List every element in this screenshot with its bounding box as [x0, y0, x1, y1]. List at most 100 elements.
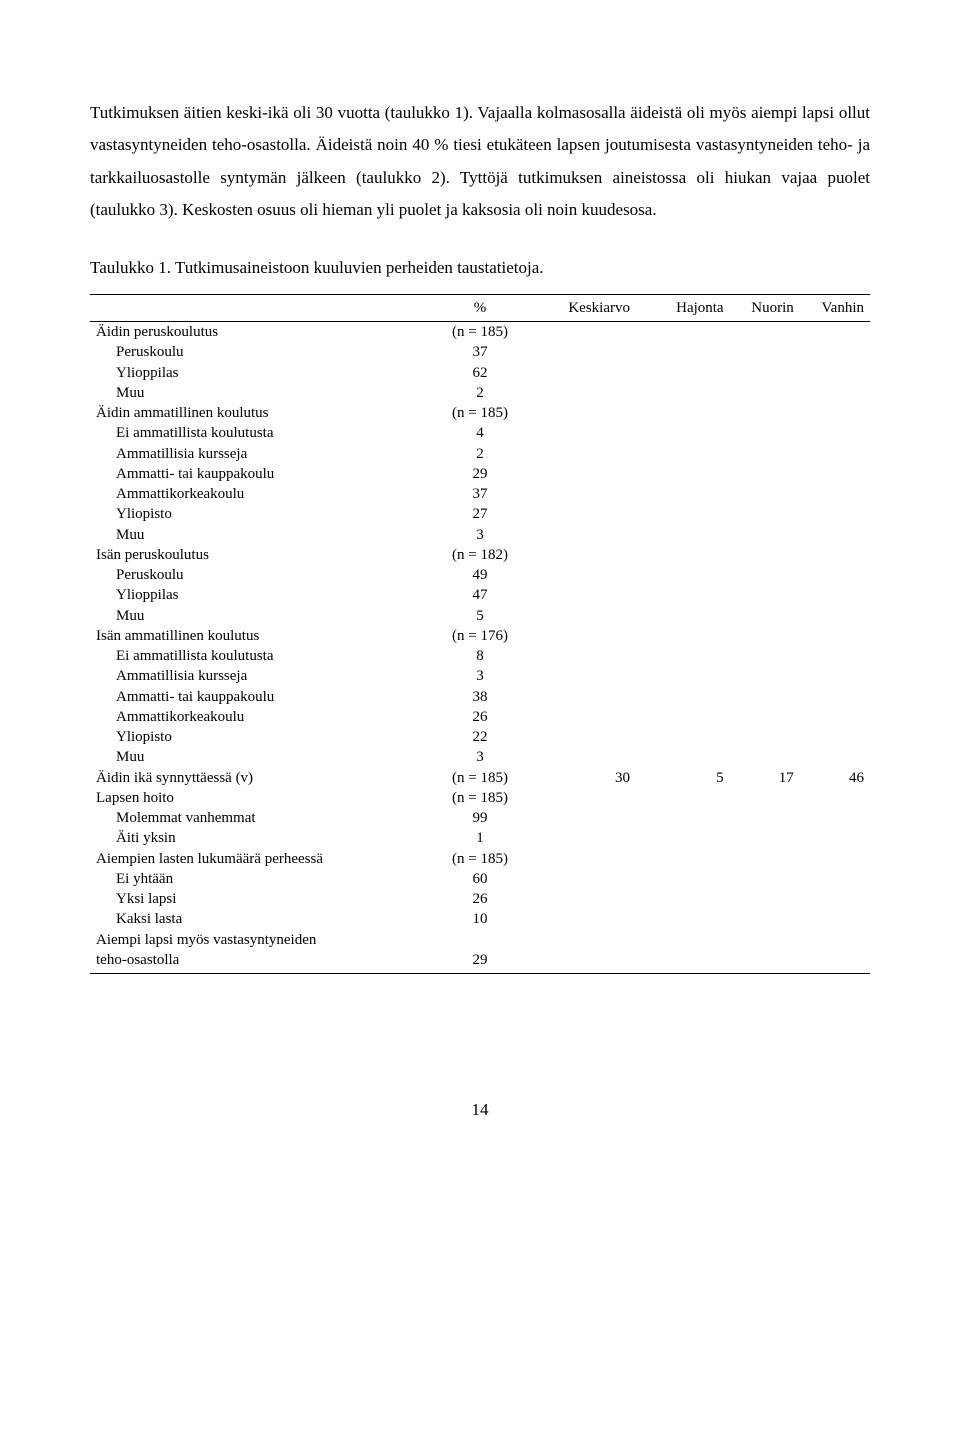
table-row: Ei ammatillista koulutusta8	[90, 646, 870, 666]
cell-mean	[542, 545, 636, 565]
cell-sd	[636, 484, 730, 504]
cell-sd	[636, 849, 730, 869]
cell-min	[730, 646, 800, 666]
cell-mean	[542, 950, 636, 974]
cell-min	[730, 545, 800, 565]
row-label: Äidin ammatillinen koulutus	[90, 403, 418, 423]
table-row: Ylioppilas47	[90, 585, 870, 605]
row-label: Aiempien lasten lukumäärä perheessä	[90, 849, 418, 869]
table-body: Äidin peruskoulutus(n = 185)Peruskoulu37…	[90, 322, 870, 974]
row-label: Ammatillisia kursseja	[90, 444, 418, 464]
cell-min	[730, 322, 800, 343]
col-sd: Hajonta	[636, 294, 730, 321]
cell-mean	[542, 788, 636, 808]
cell-sd	[636, 565, 730, 585]
cell-sd	[636, 808, 730, 828]
table-row: Yliopisto27	[90, 504, 870, 524]
row-label: Yliopisto	[90, 727, 418, 747]
cell-max	[800, 828, 870, 848]
cell-mean	[542, 889, 636, 909]
table-row: Yksi lapsi26	[90, 889, 870, 909]
cell-max	[800, 444, 870, 464]
cell-min	[730, 747, 800, 767]
row-label: Isän ammatillinen koulutus	[90, 626, 418, 646]
row-label: Molemmat vanhemmat	[90, 808, 418, 828]
cell-mean	[542, 727, 636, 747]
cell-pct: 5	[418, 606, 543, 626]
cell-pct: (n = 185)	[418, 788, 543, 808]
cell-sd	[636, 788, 730, 808]
table-row: Ammatti- tai kauppakoulu38	[90, 687, 870, 707]
cell-max	[800, 525, 870, 545]
cell-pct: 29	[418, 950, 543, 974]
cell-max	[800, 585, 870, 605]
row-label: Peruskoulu	[90, 342, 418, 362]
table-row: Muu5	[90, 606, 870, 626]
row-label: Yksi lapsi	[90, 889, 418, 909]
cell-sd	[636, 444, 730, 464]
cell-sd	[636, 322, 730, 343]
col-pct: %	[418, 294, 543, 321]
row-label: teho-osastolla	[90, 950, 418, 974]
cell-pct: 62	[418, 363, 543, 383]
col-mean: Keskiarvo	[542, 294, 636, 321]
row-label: Äidin ikä synnyttäessä (v)	[90, 768, 418, 788]
cell-min	[730, 565, 800, 585]
table-row: Lapsen hoito(n = 185)	[90, 788, 870, 808]
cell-min	[730, 950, 800, 974]
cell-mean	[542, 747, 636, 767]
cell-pct: 10	[418, 909, 543, 929]
cell-pct: 3	[418, 666, 543, 686]
cell-min	[730, 788, 800, 808]
cell-min	[730, 444, 800, 464]
cell-max	[800, 423, 870, 443]
cell-sd	[636, 626, 730, 646]
cell-sd	[636, 747, 730, 767]
table-row: Muu3	[90, 747, 870, 767]
cell-sd	[636, 383, 730, 403]
table-row: Äidin ammatillinen koulutus(n = 185)	[90, 403, 870, 423]
row-label: Äiti yksin	[90, 828, 418, 848]
table-1: % Keskiarvo Hajonta Nuorin Vanhin Äidin …	[90, 294, 870, 974]
cell-mean	[542, 909, 636, 929]
cell-pct: 27	[418, 504, 543, 524]
cell-mean	[542, 930, 636, 950]
col-blank	[90, 294, 418, 321]
cell-min	[730, 626, 800, 646]
cell-max	[800, 464, 870, 484]
cell-max	[800, 808, 870, 828]
cell-mean	[542, 383, 636, 403]
row-label: Isän peruskoulutus	[90, 545, 418, 565]
cell-max	[800, 626, 870, 646]
row-label: Ammatillisia kursseja	[90, 666, 418, 686]
table-row: Molemmat vanhemmat99	[90, 808, 870, 828]
cell-min	[730, 828, 800, 848]
cell-min: 17	[730, 768, 800, 788]
cell-sd	[636, 687, 730, 707]
cell-sd	[636, 464, 730, 484]
cell-mean	[542, 849, 636, 869]
row-label: Ei ammatillista koulutusta	[90, 423, 418, 443]
table-row: Ammatillisia kursseja2	[90, 444, 870, 464]
cell-pct: 3	[418, 525, 543, 545]
table-caption: Taulukko 1. Tutkimusaineistoon kuuluvien…	[90, 256, 870, 280]
cell-sd	[636, 727, 730, 747]
table-row: Aiempien lasten lukumäärä perheessä(n = …	[90, 849, 870, 869]
cell-sd	[636, 646, 730, 666]
cell-mean	[542, 322, 636, 343]
cell-mean	[542, 707, 636, 727]
cell-max	[800, 727, 870, 747]
cell-min	[730, 909, 800, 929]
cell-min	[730, 687, 800, 707]
cell-mean	[542, 565, 636, 585]
cell-pct: 29	[418, 464, 543, 484]
cell-min	[730, 727, 800, 747]
cell-pct: 99	[418, 808, 543, 828]
cell-mean	[542, 646, 636, 666]
cell-mean	[542, 585, 636, 605]
cell-sd	[636, 909, 730, 929]
row-label: Muu	[90, 747, 418, 767]
cell-mean	[542, 869, 636, 889]
cell-mean	[542, 687, 636, 707]
cell-sd	[636, 707, 730, 727]
